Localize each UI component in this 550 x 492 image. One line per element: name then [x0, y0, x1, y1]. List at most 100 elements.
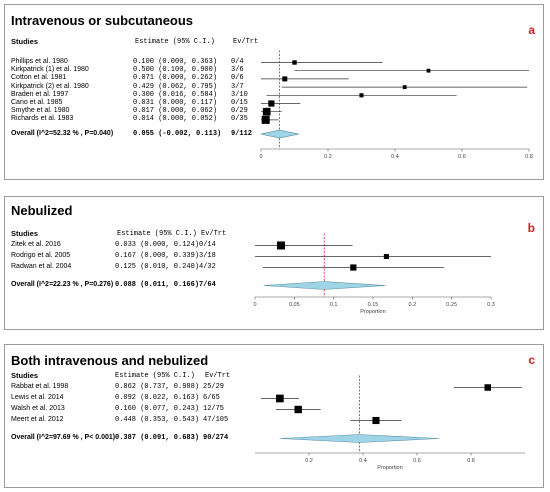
estimate-ci: 0.160 (0.077, 0.243): [115, 405, 200, 413]
study-name: Walsh et al. 2013: [11, 405, 65, 412]
study-marker: [282, 76, 288, 82]
events-total: 9/112: [231, 129, 253, 138]
study-name: Radwan et al. 2004: [11, 263, 72, 270]
study-row: Kirkpatrick (1) et al. 1980 0.500 (0.100,…: [5, 66, 265, 75]
events-total: 4/32: [199, 263, 216, 271]
events-total: 25/29: [203, 383, 225, 391]
estimate-ci: 0.014 (0.000, 0.052): [133, 115, 218, 124]
x-axis-label: Proportion: [377, 465, 402, 471]
x-tick-label: 0.6: [413, 458, 421, 464]
studies-header: Studies: [11, 37, 39, 46]
events-total: 47/105: [203, 416, 229, 424]
study-name: Overall (I^2=52.32 % , P=0.040): [11, 129, 114, 137]
x-tick-label: 0.8: [525, 154, 533, 160]
overall-row: Overall (I^2=97.69 % , P< 0.001) 0.387 (0…: [5, 434, 265, 443]
events-total: 6/65: [203, 394, 220, 402]
study-row: Phillips et al. 1980 0.100 (0.000, 0.363)…: [5, 58, 265, 67]
panel-label: a: [528, 23, 535, 37]
estimate-ci: 0.071 (0.000, 0.262): [133, 74, 218, 83]
events-total: 0/14: [199, 241, 216, 249]
study-row: Cano et al. 1985 0.031 (0.000, 0.117) 0/15: [5, 99, 265, 108]
events-total: 0/29: [231, 107, 248, 116]
study-marker: [275, 394, 284, 403]
study-row: Braden et al. 1997 0.300 (0.016, 0.584) 3/…: [5, 91, 265, 100]
panel-label: c: [528, 353, 535, 367]
study-name: Meert et al. 2012: [11, 416, 64, 423]
panel-title: Both intravenous and nebulized: [11, 353, 209, 368]
study-row: Kirkpatrick (2) et al. 1980 0.429 (0.062,…: [5, 83, 265, 92]
events-total: 0/4: [231, 58, 244, 66]
x-tick-label: 0.05: [289, 302, 300, 308]
forest-panel-b: Nebulized b Studies Estimate (95% C.I.) …: [4, 196, 544, 330]
study-name: Overall (I^2=22.23 % , P=0.276): [11, 281, 114, 288]
study-name: Smythe et al. 1980: [11, 107, 70, 115]
estimate-ci: 0.017 (0.000, 0.062): [133, 107, 218, 116]
study-name: Zitek et al. 2016: [11, 241, 61, 248]
events-total: 3/10: [231, 90, 248, 99]
study-name: Kirkpatrick (2) et al. 1980: [11, 82, 89, 90]
events-total: 7/64: [199, 281, 216, 289]
overall-row: Overall (I^2=52.32 % , P=0.040) 0.055 (-0…: [5, 130, 265, 139]
study-marker: [402, 85, 407, 89]
estimate-header: Estimate (95% C.I.): [117, 230, 197, 238]
study-marker: [383, 254, 389, 259]
evtrt-header: Ev/Trt: [201, 230, 227, 238]
study-row: Walsh et al. 2013 0.160 (0.077, 0.243) 12/…: [5, 405, 265, 414]
panel-title: Nebulized: [11, 203, 73, 218]
summary-diamond: [263, 281, 386, 290]
events-total: 90/274: [203, 434, 229, 442]
study-name: Rabbat et al. 1998: [11, 383, 69, 390]
study-row: Lewis et al. 2014 0.092 (0.022, 0.163) 6/6…: [5, 394, 265, 403]
study-name: Cano et al. 1985: [11, 99, 63, 106]
estimate-ci: 0.088 (0.011, 0.166): [115, 281, 200, 289]
study-name: Rodrigo et al. 2005: [11, 252, 71, 259]
estimate-ci: 0.125 (0.010, 0.240): [115, 263, 200, 271]
events-total: 3/6: [231, 66, 244, 75]
study-marker: [292, 60, 297, 65]
study-marker: [359, 93, 364, 98]
panel-label: b: [527, 221, 535, 235]
x-tick-label: 0: [253, 302, 256, 308]
study-row: Smythe et al. 1980 0.017 (0.000, 0.062) 0/…: [5, 107, 265, 116]
study-marker: [484, 384, 491, 391]
estimate-ci: 0.092 (0.022, 0.163): [115, 394, 200, 402]
study-row: Richards et al. 1983 0.014 (0.000, 0.052)…: [5, 115, 265, 124]
forest-panel-c: Both intravenous and nebulized c Studies…: [4, 344, 544, 488]
summary-diamond: [260, 129, 299, 139]
evtrt-header: Ev/Trt: [205, 372, 231, 380]
study-row: Meert et al. 2012 0.448 (0.353, 0.543) 47/…: [5, 416, 265, 425]
estimate-ci: 0.862 (0.737, 0.988): [115, 383, 200, 391]
study-name: Braden et al. 1997: [11, 90, 69, 98]
x-tick-label: 0.2: [324, 154, 332, 160]
forest-plot: 0.2 0.4 0.6 0.8 Proportion: [255, 375, 525, 471]
forest-plot: 0 0.2 0.4 0.6 0.8: [259, 50, 533, 160]
x-tick-label: 0.25: [446, 302, 457, 308]
study-marker: [426, 68, 431, 73]
estimate-ci: 0.448 (0.353, 0.543): [115, 416, 200, 424]
study-marker: [350, 264, 357, 271]
summary-diamond: [279, 434, 440, 443]
estimate-ci: 0.031 (0.000, 0.117): [133, 99, 218, 107]
events-total: 3/18: [199, 252, 216, 260]
forest-plot: 0 0.05 0.1 0.15 0.2 0.25 0.3 Proportion: [253, 233, 495, 315]
x-tick-label: 0.6: [458, 154, 466, 160]
forest-panel-a: Intravenous or subcutaneous a Studies Es…: [4, 4, 544, 180]
estimate-header: Estimate (95% C.I.): [115, 372, 195, 380]
events-total: 12/75: [203, 405, 225, 413]
study-marker: [276, 241, 285, 250]
study-name: Cotton et al. 1981: [11, 74, 67, 82]
estimate-ci: 0.167 (0.000, 0.339): [115, 252, 200, 260]
estimate-ci: 0.387 (0.091, 0.683): [115, 434, 200, 442]
x-tick-label: 0.2: [409, 302, 417, 308]
x-tick-label: 0.3: [487, 302, 495, 308]
study-name: Richards et al. 1983: [11, 115, 74, 123]
estimate-ci: 0.300 (0.016, 0.584): [133, 90, 218, 99]
study-row: Cotton et al. 1981 0.071 (0.000, 0.262) 0/…: [5, 74, 265, 83]
studies-header: Studies: [11, 229, 39, 238]
panel-title: Intravenous or subcutaneous: [11, 13, 194, 28]
study-marker: [261, 115, 270, 124]
x-tick-label: 0: [259, 154, 262, 160]
study-marker: [372, 416, 380, 425]
study-marker: [294, 405, 302, 414]
study-marker: [268, 100, 275, 107]
